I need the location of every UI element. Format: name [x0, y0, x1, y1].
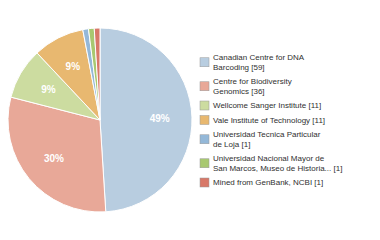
pie [8, 28, 192, 212]
legend-label: Centre for BiodiversityGenomics [36] [213, 77, 292, 96]
slice-label: 49% [150, 113, 170, 124]
legend-label: Canadian Centre for DNABarcoding [59] [213, 53, 305, 72]
chart-container: 49% 30% 9% 9% Canadian Centre for DNABarcodi… [0, 0, 380, 240]
legend-swatch [200, 101, 209, 110]
legend-swatch [200, 178, 209, 187]
slice-label: 9% [66, 61, 81, 72]
legend-swatch [200, 58, 209, 67]
legend-swatch [200, 82, 209, 91]
legend: Canadian Centre for DNABarcoding [59] Cen… [200, 53, 342, 187]
legend-swatch [200, 116, 209, 125]
slice-labels: 49% 30% 9% 9% [41, 61, 170, 163]
legend-label: Mined from GenBank, NCBI [1] [213, 178, 323, 187]
pie-slice [88, 28, 100, 120]
chart: 49% 30% 9% 9% Canadian Centre for DNABarcodi… [0, 0, 380, 240]
legend-label: Vale Institute of Technology [11] [213, 116, 325, 125]
pie-slice [94, 28, 100, 120]
legend-label: Universidad Tecnica Particularde Loja [1… [213, 130, 321, 149]
legend-label: Wellcome Sanger Institute [11] [213, 101, 321, 110]
legend-swatch [200, 135, 209, 144]
slice-label: 30% [44, 153, 64, 164]
pie-slice [100, 28, 192, 212]
pie-slice [83, 29, 100, 120]
legend-label: Universidad Nacional Mayor deSan Marcos,… [213, 154, 342, 173]
slice-label: 9% [41, 84, 56, 95]
legend-swatch [200, 159, 209, 168]
